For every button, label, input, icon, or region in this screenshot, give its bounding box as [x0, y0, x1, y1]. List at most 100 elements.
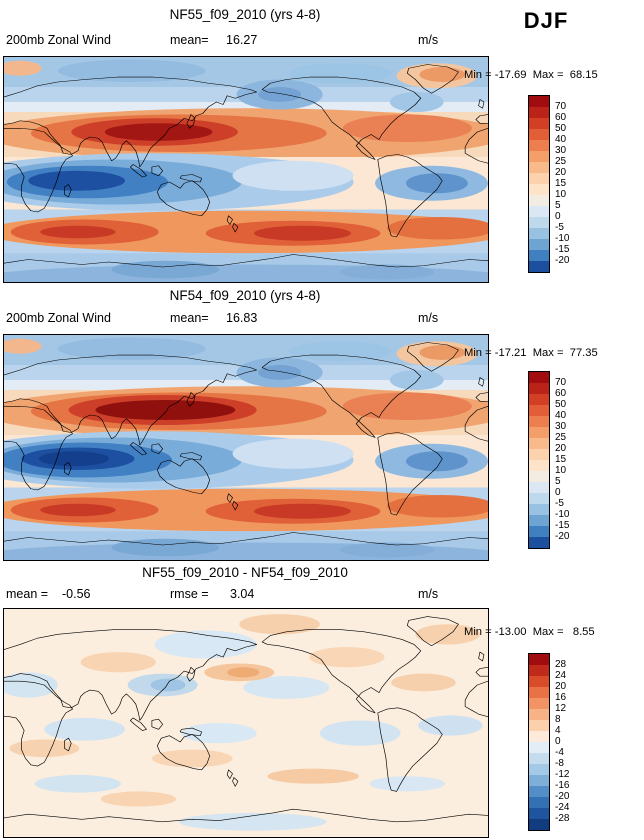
- panel-3-subrow: mean = -0.56 rmse = 3.04 m/s: [0, 587, 492, 603]
- colorbar-tick: -10: [555, 509, 570, 520]
- colorbar-cell: [529, 493, 549, 504]
- colorbar-tick: 60: [555, 388, 567, 399]
- colorbar-tick: 0: [555, 211, 561, 222]
- colorbar-cell: [529, 654, 549, 665]
- colorbar-tick: -12: [555, 769, 570, 780]
- panel-3-max-label: Max =: [532, 626, 564, 638]
- colorbar-cell: [529, 504, 549, 515]
- season-label: DJF: [523, 8, 569, 33]
- colorbar-tick: 20: [555, 167, 567, 178]
- colorbar-tick: 8: [555, 714, 561, 725]
- colorbar-cell: [529, 471, 549, 482]
- colorbar-tick: 30: [555, 145, 567, 156]
- colorbar-tick: -8: [555, 758, 564, 769]
- panel-3-rmse-label: rmse =: [170, 587, 209, 601]
- colorbar-tick: -4: [555, 747, 564, 758]
- panel-2-field-label: 200mb Zonal Wind: [6, 311, 111, 325]
- panel-3-max-value: 8.55: [572, 626, 595, 638]
- colorbar-tick: 28: [555, 659, 567, 670]
- colorbar-cell: [529, 217, 549, 228]
- colorbar-tick: -5: [555, 498, 564, 509]
- colorbar-cell: [529, 731, 549, 742]
- colorbar-tick: 25: [555, 432, 567, 443]
- colorbar-cell: [529, 698, 549, 709]
- colorbar-cell: [529, 118, 549, 129]
- panel-3-mean-value: -0.56: [62, 587, 91, 601]
- panel-2-min-label: Min =: [464, 347, 492, 359]
- panel-1-subrow: 200mb Zonal Wind mean= 16.27 m/s: [0, 33, 492, 49]
- panel-3-colorbar-labels: 28 24 20 16 12 8 4 0 -4 -8 -12 -16 -20 -24 -28: [555, 653, 599, 829]
- colorbar-cell: [529, 151, 549, 162]
- colorbar-tick: 30: [555, 421, 567, 432]
- colorbar-tick: -20: [555, 531, 570, 542]
- colorbar-cell: [529, 460, 549, 471]
- colorbar-tick: 20: [555, 681, 567, 692]
- panel-2-minmax: Min = -17.21 Max = 77.35: [464, 347, 644, 359]
- panel-2-max-label: Max =: [532, 347, 564, 359]
- panel-2-colorbar: 70 60 50 40 30 25 20 15 10 5 0 -5 -10 -15 -20: [528, 371, 618, 551]
- colorbar-tick: 5: [555, 200, 561, 211]
- colorbar-tick: 0: [555, 736, 561, 747]
- colorbar-cell: [529, 808, 549, 819]
- colorbar-cell: [529, 372, 549, 383]
- colorbar-tick: 70: [555, 377, 567, 388]
- colorbar-cell: [529, 250, 549, 261]
- panel-1-colorbar-cells: [528, 95, 550, 273]
- colorbar-tick: 20: [555, 443, 567, 454]
- colorbar-cell: [529, 416, 549, 427]
- colorbar-tick: 50: [555, 399, 567, 410]
- colorbar-cell: [529, 753, 549, 764]
- colorbar-tick: 60: [555, 112, 567, 123]
- colorbar-tick: -16: [555, 780, 570, 791]
- colorbar-cell: [529, 709, 549, 720]
- colorbar-cell: [529, 184, 549, 195]
- panel-2-map: [3, 334, 489, 561]
- colorbar-cell: [529, 427, 549, 438]
- colorbar-cell: [529, 107, 549, 118]
- colorbar-cell: [529, 228, 549, 239]
- panel-1-colorbar-labels: 70 60 50 40 30 25 20 15 10 5 0 -5 -10 -15 -20: [555, 95, 599, 271]
- panel-2-subrow: 200mb Zonal Wind mean= 16.83 m/s: [0, 311, 492, 327]
- colorbar-tick: 70: [555, 101, 567, 112]
- colorbar-cell: [529, 515, 549, 526]
- panel-2-max-value: 77.35: [569, 347, 598, 359]
- colorbar-cell: [529, 239, 549, 250]
- colorbar-cell: [529, 687, 549, 698]
- panel-3-colorbar-cells: [528, 653, 550, 831]
- panel-1-max-label: Max =: [532, 69, 564, 81]
- panel-2-mean-label: mean=: [170, 311, 209, 325]
- colorbar-tick: 5: [555, 476, 561, 487]
- panel-1-min-label: Min =: [464, 69, 492, 81]
- colorbar-tick: 16: [555, 692, 567, 703]
- colorbar-tick: 40: [555, 410, 567, 421]
- colorbar-cell: [529, 206, 549, 217]
- panel-2-mean-value: 16.83: [226, 311, 258, 325]
- panel-3-rmse-value: 3.04: [230, 587, 255, 601]
- colorbar-tick: 10: [555, 465, 567, 476]
- panel-1-min-value: -17.69: [494, 69, 527, 81]
- colorbar-cell: [529, 775, 549, 786]
- colorbar-cell: [529, 140, 549, 151]
- colorbar-tick: 24: [555, 670, 567, 681]
- panel-1-field-label: 200mb Zonal Wind: [6, 33, 111, 47]
- colorbar-tick: 15: [555, 178, 567, 189]
- colorbar-cell: [529, 96, 549, 107]
- panel-1-minmax: Min = -17.69 Max = 68.15: [464, 69, 644, 81]
- colorbar-tick: 15: [555, 454, 567, 465]
- colorbar-cell: [529, 129, 549, 140]
- panel-2-colorbar-cells: [528, 371, 550, 549]
- colorbar-tick: 10: [555, 189, 567, 200]
- colorbar-cell: [529, 526, 549, 537]
- colorbar-cell: [529, 797, 549, 808]
- panel-3-map: [3, 608, 489, 838]
- panel-1-title: NF55_f09_2010 (yrs 4-8): [169, 7, 321, 22]
- colorbar-cell: [529, 173, 549, 184]
- colorbar-cell: [529, 786, 549, 797]
- panel-2-colorbar-labels: 70 60 50 40 30 25 20 15 10 5 0 -5 -10 -15 -20: [555, 371, 599, 547]
- colorbar-cell: [529, 394, 549, 405]
- colorbar-tick: 12: [555, 703, 567, 714]
- panel-3-colorbar: 28 24 20 16 12 8 4 0 -4 -8 -12 -16 -20 -24 -28: [528, 653, 618, 833]
- colorbar-tick: 50: [555, 123, 567, 134]
- colorbar-tick: -5: [555, 222, 564, 233]
- panel-1-mean-label: mean=: [170, 33, 209, 47]
